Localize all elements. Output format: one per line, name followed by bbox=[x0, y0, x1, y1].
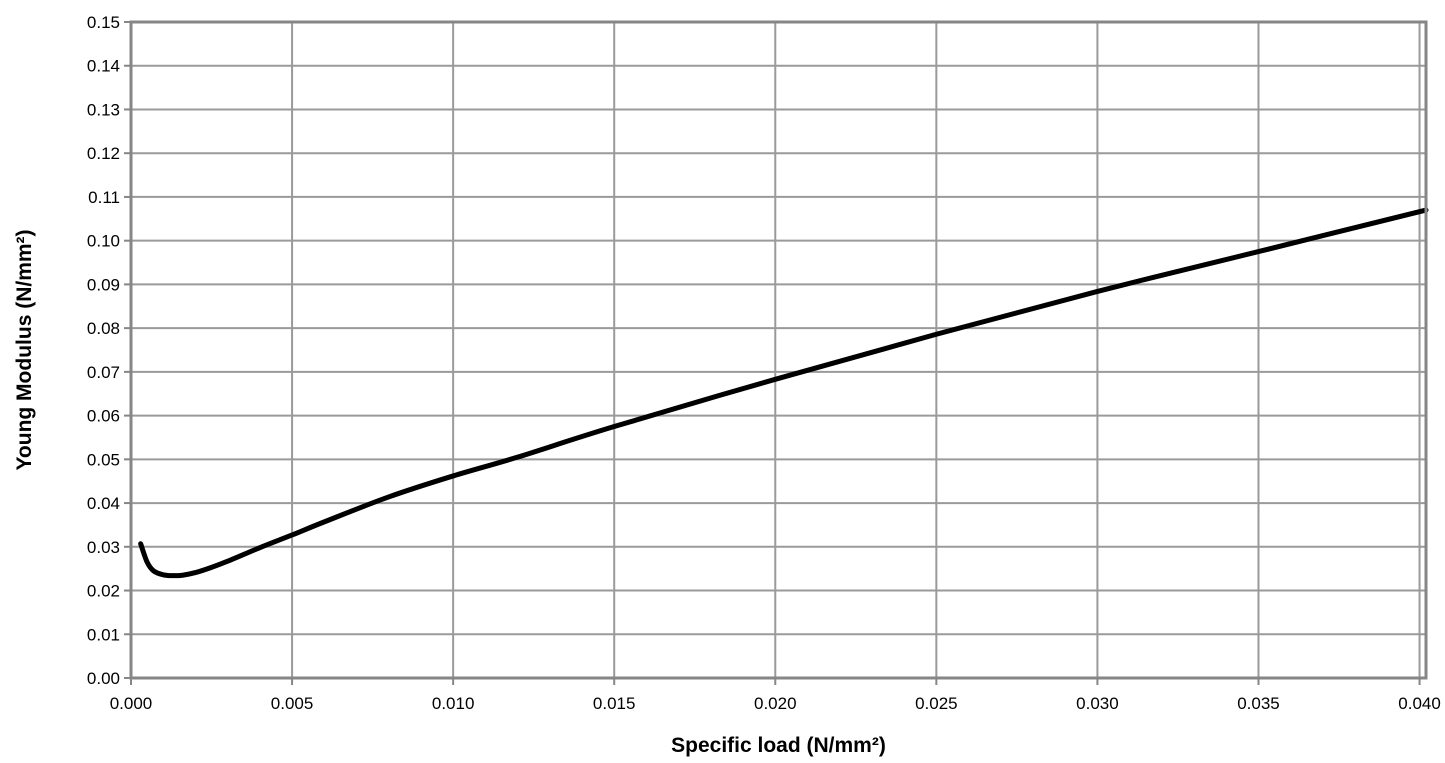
y-tick-label: 0.02 bbox=[87, 582, 120, 601]
y-tick-label: 0.08 bbox=[87, 319, 120, 338]
y-tick-labels: 0.00 0.01 0.02 0.03 0.04 0.05 0.06 0.07 0.08 0.09… bbox=[87, 13, 120, 688]
series-layer bbox=[138, 207, 1429, 579]
x-tick-label: 0.040 bbox=[1398, 694, 1441, 713]
y-tick-label: 0.12 bbox=[87, 144, 120, 163]
x-axis-title: Specific load (N/mm²) bbox=[671, 734, 886, 757]
y-tick-label: 0.05 bbox=[87, 450, 120, 469]
y-tick-label: 0.13 bbox=[87, 100, 120, 119]
y-tick-label: 0.04 bbox=[87, 494, 120, 513]
y-tick-label: 0.01 bbox=[87, 625, 120, 644]
y-tick-label: 0.15 bbox=[87, 13, 120, 32]
x-tick-label: 0.035 bbox=[1237, 694, 1280, 713]
plot-area-border bbox=[129, 20, 1428, 680]
x-tick-label: 0.015 bbox=[593, 694, 636, 713]
x-tick-label: 0.020 bbox=[754, 694, 797, 713]
gridlines bbox=[131, 22, 1426, 678]
y-tick-label: 0.06 bbox=[87, 407, 120, 426]
y-tick-label: 0.00 bbox=[87, 669, 120, 688]
y-axis-title: Young Modulus (N/mm²) bbox=[13, 229, 36, 470]
tick-marks bbox=[124, 21, 1421, 685]
y-tick-label: 0.11 bbox=[88, 188, 120, 207]
y-tick-label: 0.03 bbox=[87, 538, 120, 557]
x-tick-label: 0.005 bbox=[271, 694, 314, 713]
x-tick-label: 0.000 bbox=[110, 694, 153, 713]
y-tick-label: 0.10 bbox=[87, 232, 120, 251]
x-tick-labels: 0.000 0.005 0.010 0.015 0.020 0.025 0.030 0.035… bbox=[110, 694, 1441, 713]
y-tick-label: 0.07 bbox=[87, 363, 120, 382]
x-tick-label: 0.010 bbox=[432, 694, 475, 713]
series-line bbox=[138, 207, 1429, 579]
x-tick-label: 0.025 bbox=[915, 694, 958, 713]
x-tick-label: 0.030 bbox=[1076, 694, 1119, 713]
y-tick-label: 0.14 bbox=[87, 57, 120, 76]
y-tick-label: 0.09 bbox=[87, 275, 120, 294]
